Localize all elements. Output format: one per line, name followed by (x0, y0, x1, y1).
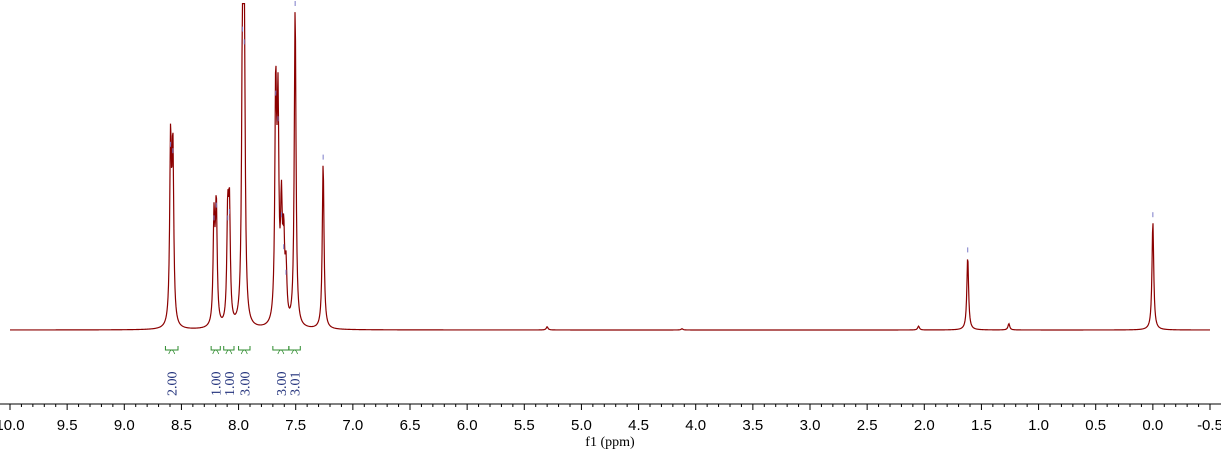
x-tick-label: 9.0 (114, 417, 135, 434)
x-tick-label: 2.0 (914, 417, 935, 434)
peak-markers-layer (170, 1, 1154, 275)
integrals-layer: 2.00 1.001.00 3.00 3.003.01 (164, 346, 304, 397)
integral-curve (291, 349, 298, 355)
integral-bracket (238, 346, 251, 351)
x-tick-label: 7.0 (342, 417, 363, 434)
x-tick-label: 10.0 (0, 417, 25, 434)
x-tick-label: -0.5 (1197, 417, 1221, 434)
spectrum-trace (10, 3, 1210, 331)
integral-curve (212, 349, 220, 355)
integral-curve (240, 349, 248, 355)
x-tick-label: 3.5 (742, 417, 763, 434)
x-tick-label: 1.5 (971, 417, 992, 434)
x-tick-label: 4.0 (685, 417, 706, 434)
x-tick-label: 9.5 (57, 417, 78, 434)
integral-curve (168, 349, 176, 355)
x-tick-label: 0.0 (1142, 417, 1163, 434)
integral-bracket (223, 346, 235, 351)
x-tick-label: 5.5 (514, 417, 535, 434)
x-tick-label: 6.0 (457, 417, 478, 434)
x-axis: 10.0 9.5 9.0 8.5 8.0 7.5 7.0 6.5 6.0 5.5 5.0 4.5 4.0… (0, 403, 1221, 434)
integral-bracket (288, 346, 301, 351)
x-axis-label: f1 (ppm) (585, 435, 635, 450)
integral-bracket (164, 346, 179, 351)
x-tick-label: 3.0 (800, 417, 821, 434)
integral-label: 3.01 (289, 372, 304, 397)
x-tick-label: 4.5 (628, 417, 649, 434)
x-tick-label: 1.0 (1028, 417, 1049, 434)
integral-curve (225, 349, 233, 355)
x-tick-label: 8.5 (171, 417, 192, 434)
integral-bracket (210, 346, 221, 351)
x-tick-label: 2.5 (857, 417, 878, 434)
integral-label: 2.00 (166, 372, 181, 397)
x-tick-label: 8.0 (228, 417, 249, 434)
x-tick-label: 6.5 (400, 417, 421, 434)
x-tick-label: 5.0 (571, 417, 592, 434)
integral-bracket (272, 346, 290, 351)
integral-curve (277, 349, 285, 355)
trace-layer (10, 3, 1210, 331)
integral-label: 1.00 (223, 372, 238, 397)
x-tick-label: 7.5 (285, 417, 306, 434)
integral-label: 3.00 (275, 372, 290, 397)
x-tick-label: 0.5 (1085, 417, 1106, 434)
integral-label: 1.00 (210, 372, 225, 397)
integral-label: 3.00 (238, 372, 253, 397)
